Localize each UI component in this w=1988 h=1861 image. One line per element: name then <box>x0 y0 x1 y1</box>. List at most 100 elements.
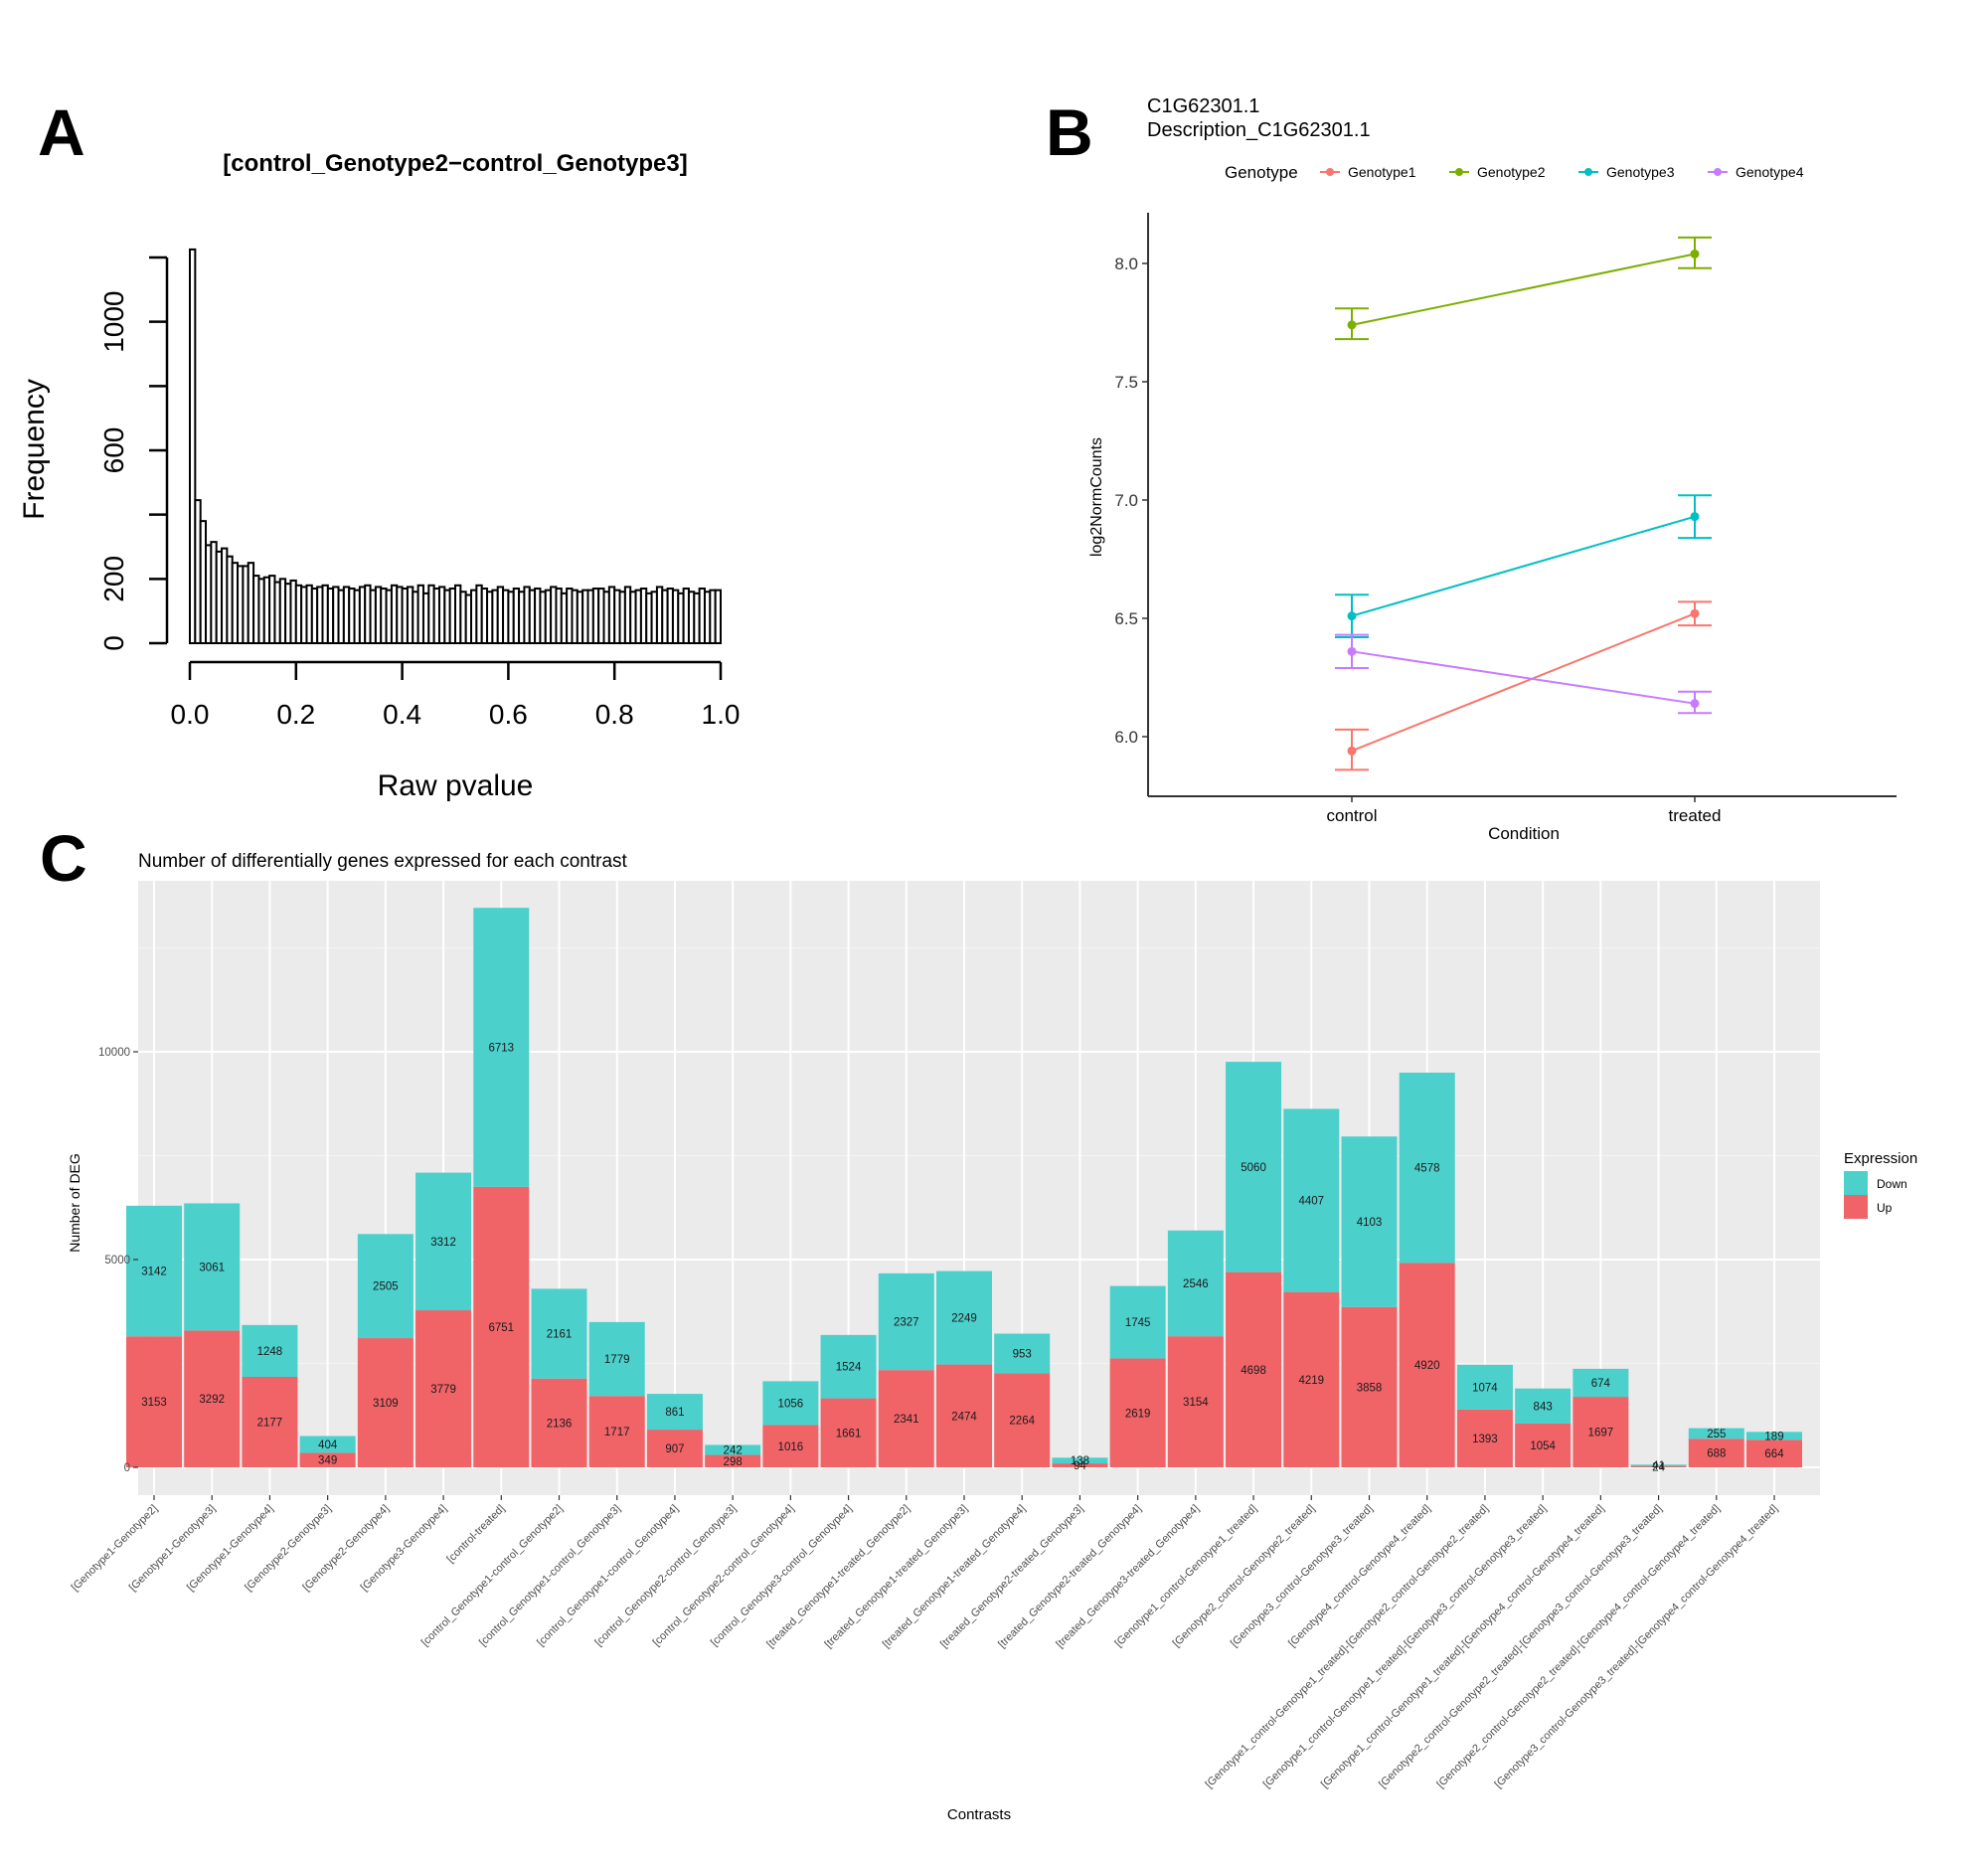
bar-label-up: 2341 <box>894 1414 919 1426</box>
expression-legend-title: Expression <box>1844 1150 1917 1167</box>
bar-label-up: 1661 <box>836 1428 862 1439</box>
bar-segment-down <box>936 1270 992 1365</box>
y-tick-label: 7.0 <box>1114 491 1138 510</box>
bar-label-down: 41 <box>1652 1460 1665 1472</box>
legend-key-point <box>1455 168 1463 176</box>
bar-segment-up <box>531 1378 587 1467</box>
bar-segment-down <box>1167 1230 1224 1337</box>
bar-stack: 2341 2327 <box>878 1272 934 1467</box>
y-tick-label: 6.0 <box>1114 728 1138 747</box>
bar-segment-up <box>299 1452 356 1467</box>
bar-label-up: 1393 <box>1472 1434 1498 1445</box>
bar-label-up: 349 <box>318 1455 337 1467</box>
series-genotype2 <box>1335 236 1712 341</box>
y-tick-label: 7.5 <box>1114 373 1138 392</box>
bar-segment-down <box>1688 1428 1744 1439</box>
bar-label-down: 6713 <box>488 1043 514 1055</box>
bar-label-down: 1524 <box>836 1362 862 1374</box>
line-plot-x-axis-label: Condition <box>1488 824 1560 843</box>
bar-segment-up <box>184 1330 241 1467</box>
deg-y-axis-label: Number of DEG <box>67 1153 83 1253</box>
bar-label-up: 4219 <box>1298 1375 1324 1387</box>
bar-label-up: 4698 <box>1241 1365 1266 1377</box>
x-tick-label: 0.6 <box>489 699 528 730</box>
bar-label-up: 3292 <box>199 1394 225 1406</box>
histogram-x-axis-label: Raw pvalue <box>378 769 534 802</box>
bar-segment-down <box>1630 1464 1687 1466</box>
y-tick-label: 8.0 <box>1114 254 1138 273</box>
legend-label: Genotype4 <box>1736 164 1804 180</box>
bar-stack: 1697 674 <box>1573 1368 1629 1467</box>
y-tick-label: 1000 <box>98 291 129 353</box>
bar-stack: 1661 1524 <box>820 1334 877 1467</box>
bar-segment-down <box>299 1436 356 1453</box>
bar-label-down: 1056 <box>778 1398 804 1410</box>
bar-stack: 2136 2161 <box>531 1288 587 1467</box>
y-tick-label: 200 <box>98 556 129 602</box>
deg-bar-chart-panel: Number of differentially genes expressed… <box>67 851 1917 1823</box>
data-point <box>1347 746 1357 756</box>
legend-key <box>1844 1171 1868 1195</box>
bar-label-up: 688 <box>1707 1448 1726 1460</box>
bar-label-up: 2136 <box>547 1418 573 1430</box>
y-tick-label: 600 <box>98 427 129 474</box>
deg-y-axis: 0 5000 10000 <box>98 1047 138 1474</box>
bar-label-down: 674 <box>1591 1378 1611 1390</box>
x-tick-label: treated <box>1669 806 1722 825</box>
bar-segment-up <box>646 1430 703 1467</box>
x-tick-label: [control-treated] <box>444 1503 507 1566</box>
legend-item-down: Down <box>1844 1171 1907 1195</box>
legend-item-genotype4: Genotype4 <box>1708 164 1804 180</box>
x-tick-label: control <box>1326 806 1377 825</box>
data-point <box>1690 699 1700 709</box>
bar-segment-down <box>531 1288 587 1379</box>
x-tick-label: [Genotype2_control-Genotype2_treated]-[G… <box>1377 1503 1665 1791</box>
bar-stack: 2177 1248 <box>242 1324 298 1467</box>
legend-item-up: Up <box>1844 1195 1893 1219</box>
deg-bars: 3153314232923061217712483494043109250537… <box>126 908 1802 1473</box>
bar-label-up: 1697 <box>1588 1428 1614 1439</box>
legend-label: Genotype2 <box>1477 164 1546 180</box>
bar-label-down: 861 <box>665 1407 684 1419</box>
series-line <box>1351 612 1696 753</box>
legend-item-genotype1: Genotype1 <box>1320 164 1416 180</box>
bar-label-down: 404 <box>318 1439 338 1451</box>
y-tick-label: 5000 <box>104 1255 130 1267</box>
bar-segment-up <box>588 1396 645 1467</box>
histogram-bar <box>189 248 197 645</box>
bar-label-down: 189 <box>1764 1431 1783 1442</box>
expression-legend: Expression Down Up <box>1844 1150 1917 1219</box>
deg-x-axis-label: Contrasts <box>947 1806 1011 1823</box>
bar-label-down: 3142 <box>141 1267 167 1278</box>
legend-key <box>1844 1195 1868 1219</box>
data-point <box>1347 611 1357 621</box>
x-tick-label: [Genotype1_control-Genotype1_treated]-[G… <box>1261 1503 1550 1791</box>
bar-label-down: 1248 <box>257 1346 283 1358</box>
bar-segment-up <box>1746 1439 1802 1467</box>
bar-stack: 4219 4407 <box>1283 1108 1340 1467</box>
x-tick-label: 0.0 <box>171 699 210 730</box>
data-point <box>1347 320 1357 330</box>
series-line <box>1351 253 1696 326</box>
bar-segment-down <box>1573 1368 1629 1398</box>
bar-segment-up <box>1283 1291 1340 1467</box>
legend-key-point <box>1326 168 1334 176</box>
x-tick-label: [Genotype1_control-Genotype1_treated]-[G… <box>1319 1503 1607 1791</box>
data-point <box>1690 608 1700 618</box>
bar-segment-up <box>1167 1336 1224 1467</box>
panel-label-a: A <box>38 95 85 169</box>
bar-segment-down <box>473 908 530 1187</box>
bar-label-down: 1074 <box>1472 1382 1498 1394</box>
x-tick-label: 0.8 <box>595 699 634 730</box>
legend-key-point <box>1714 168 1722 176</box>
x-tick-label: [Genotype1_control-Genotype1_treated]-[G… <box>1204 1503 1492 1791</box>
x-tick-label: [Genotype3_control-Genotype3_treated]-[G… <box>1493 1503 1781 1791</box>
bar-stack: 1717 1779 <box>588 1321 645 1467</box>
bar-segment-down <box>646 1394 703 1431</box>
histogram-panel: [control_Genotype2−control_Genotype3] Fr… <box>18 150 740 802</box>
bar-segment-down <box>588 1321 645 1397</box>
series-genotype1 <box>1335 600 1712 771</box>
bar-label-down: 3312 <box>430 1237 456 1249</box>
